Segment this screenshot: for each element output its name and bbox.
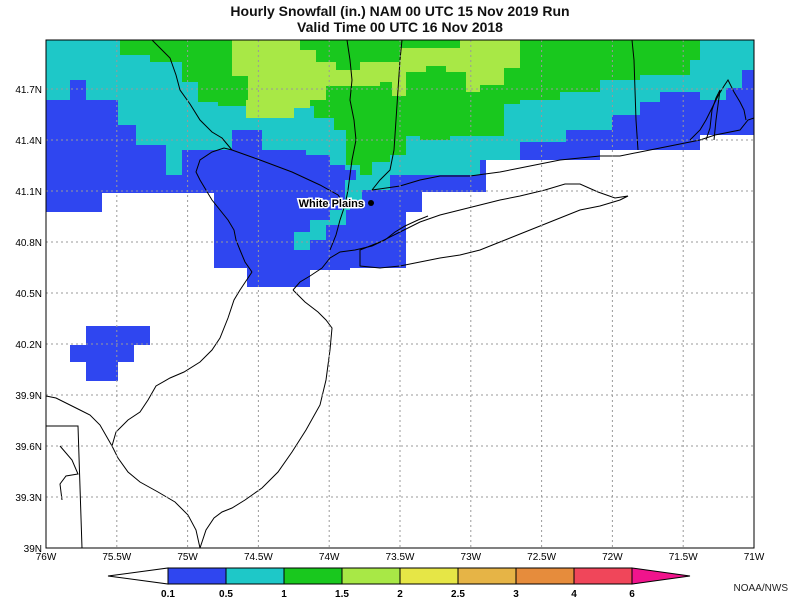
legend-left-arrow (107, 567, 169, 585)
x-tick-label: 71W (744, 552, 765, 563)
y-tick-label: 40.5N (15, 289, 42, 300)
ct-ri-border (631, 40, 639, 151)
legend-label: 4 (571, 589, 577, 600)
y-tick-labels: 39N 39.3N 39.6N 39.9N 40.2N 40.5N 40.8N 41.1N 41… (15, 85, 42, 555)
y-tick-label: 39.3N (15, 493, 42, 504)
delaware-coast (46, 425, 83, 548)
legend-label: 2 (397, 589, 403, 600)
massachusetts-coast (689, 79, 747, 141)
station-dot (368, 200, 374, 206)
color-legend: 0.1 0.5 1 1.5 2 2.5 3 4 6 (107, 567, 691, 600)
long-island-north-shore (359, 183, 629, 269)
x-tick-label: 74.5W (244, 552, 273, 563)
map-frame (45, 39, 755, 549)
coastline-new-jersey (199, 215, 429, 548)
legend-swatch (167, 567, 227, 585)
delaware-state-line (46, 395, 113, 447)
y-tick-label: 39N (24, 544, 42, 555)
y-tick-label: 40.8N (15, 238, 42, 249)
y-tick-label: 40.2N (15, 340, 42, 351)
station-label: White Plains (299, 198, 364, 210)
credit-label: NOAA/NWS (733, 583, 788, 594)
legend-swatch (399, 567, 459, 585)
y-tick-label: 41.1N (15, 187, 42, 198)
legend-swatch (341, 567, 401, 585)
y-tick-label: 39.6N (15, 442, 42, 453)
x-tick-label: 76W (36, 552, 57, 563)
legend-swatch (573, 567, 633, 585)
narragansett-bay (705, 89, 721, 141)
x-tick-label: 74W (319, 552, 340, 563)
x-tick-labels: 76W 75.5W 75W 74.5W 74W 73.5W 73W 72.5W 72W 71.5W… (36, 552, 765, 563)
map-title: Hourly Snowfall (in.) NAM 00 UTC 15 Nov … (230, 3, 570, 19)
x-tick-label: 71.5W (669, 552, 698, 563)
x-tick-label: 73W (461, 552, 482, 563)
legend-right-arrow (631, 567, 691, 585)
ny-pa-border (151, 40, 233, 151)
legend-swatch (225, 567, 285, 585)
x-tick-label: 75W (177, 552, 198, 563)
legend-label: 1.5 (335, 589, 349, 600)
connecticut-coast (371, 117, 754, 191)
legend-label: 2.5 (451, 589, 465, 600)
snow-band-1.5-2 (232, 40, 520, 118)
y-tick-label: 41.7N (15, 85, 42, 96)
pennsylvania-nj-border (195, 147, 253, 273)
station-white-plains: White Plains (297, 197, 374, 212)
x-tick-label: 72W (602, 552, 623, 563)
legend-label: 3 (513, 589, 519, 600)
legend-label: 6 (629, 589, 635, 600)
legend-label: 0.5 (219, 589, 233, 600)
map-subtitle: Valid Time 00 UTC 16 Nov 2018 (297, 19, 503, 35)
y-tick-label: 39.9N (15, 391, 42, 402)
legend-label: 0.1 (161, 589, 175, 600)
map-boundaries (46, 40, 754, 548)
legend-label: 1 (281, 589, 287, 600)
ny-nj-border (231, 149, 346, 206)
x-tick-label: 75.5W (102, 552, 131, 563)
map-gridlines (46, 40, 754, 548)
y-tick-label: 41.4N (15, 136, 42, 147)
x-tick-label: 72.5W (527, 552, 556, 563)
delaware-bay-shore (111, 271, 253, 548)
legend-swatch (515, 567, 575, 585)
x-tick-label: 73.5W (386, 552, 415, 563)
legend-swatch (283, 567, 343, 585)
legend-swatch (457, 567, 517, 585)
